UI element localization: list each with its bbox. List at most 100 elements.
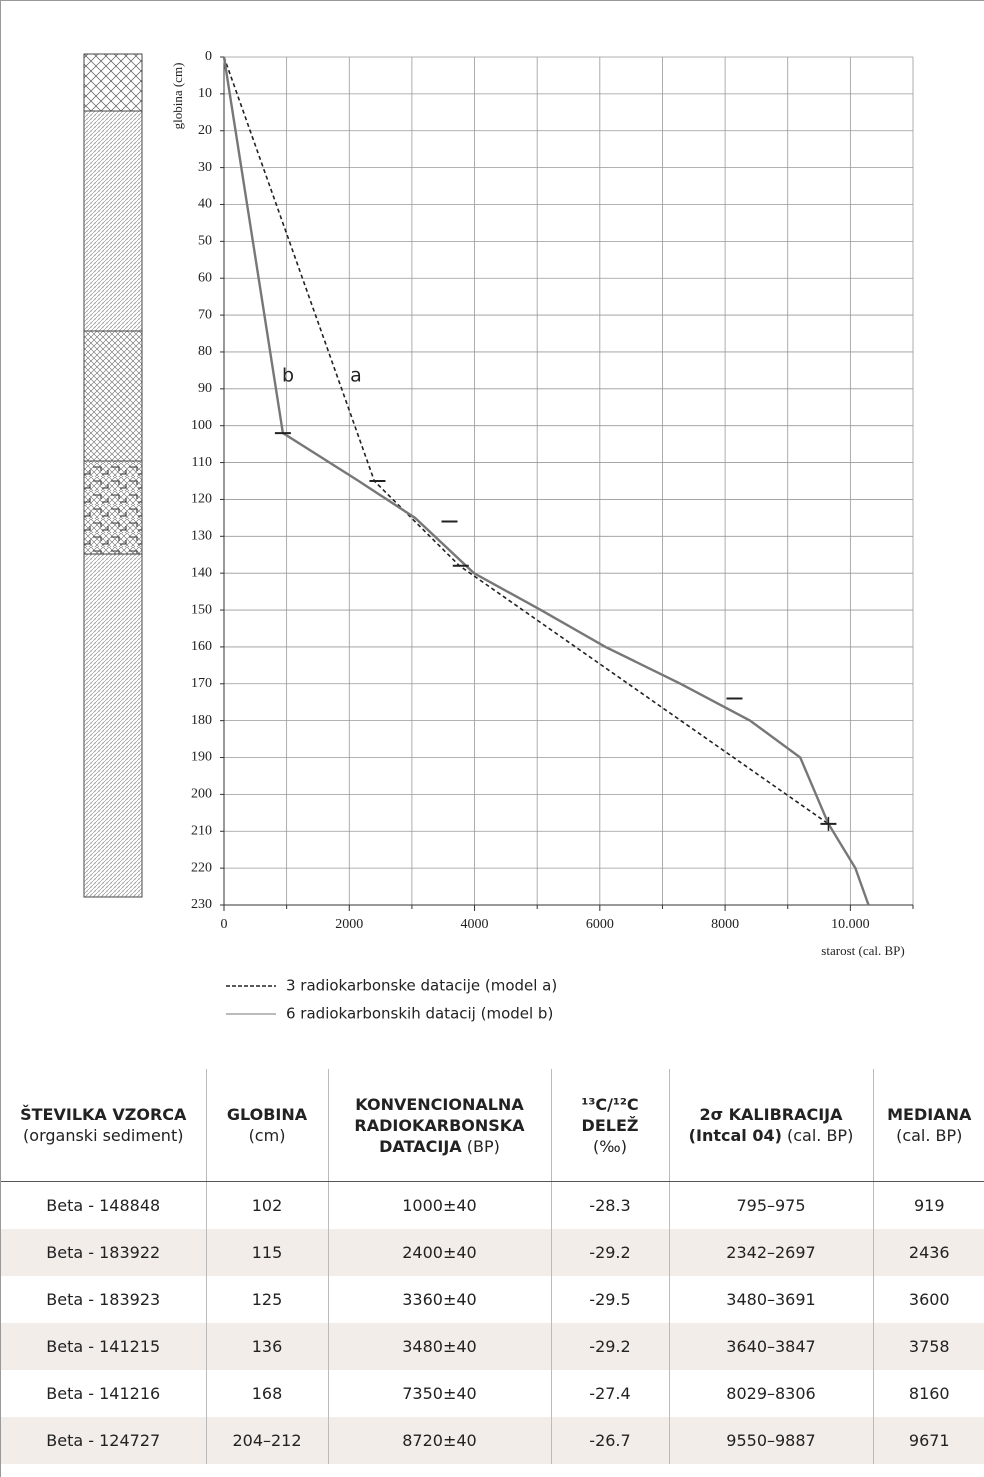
y-tick-label: 60 <box>198 270 212 285</box>
series-line <box>222 56 870 906</box>
header-bold: ŠTEVILKA VZORCA <box>20 1105 187 1124</box>
header-bold: GLOBINA <box>226 1105 308 1124</box>
x-tick-label: 0 <box>221 917 228 932</box>
chart: globina (cm) starost (cal. BP) 0 10 20 30 40… <box>83 49 914 1023</box>
table-row: Beta - 148848 102 1000±40 -28.3 795–975 919 <box>1 1181 984 1229</box>
table-row: Beta - 124727 204–212 8720±40 -26.7 9550–988… <box>1 1417 984 1464</box>
table-cell: 136 <box>205 1323 328 1370</box>
sample-marker <box>820 816 837 831</box>
table-cell: Beta - 148848 <box>46 1196 161 1215</box>
table-row: Beta - 141215 136 3480±40 -29.2 3640–3847 375… <box>1 1323 984 1370</box>
header-cell: 2σ KALIBRACIJA (Intcal 04) (cal. BP) <box>668 1069 873 1182</box>
y-tick-label: 220 <box>191 860 212 875</box>
x-tick-label: 2000 <box>335 917 363 932</box>
header-plain: (cal. BP) <box>786 1126 854 1145</box>
header-bold: 2σ KALIBRACIJA (Intcal 04) <box>688 1105 843 1145</box>
y-tick-label: 0 <box>205 49 212 64</box>
y-tick-label: 30 <box>198 160 212 175</box>
header-bold: MEDIANA <box>887 1105 972 1124</box>
table-cell: 8720±40 <box>327 1417 551 1464</box>
y-tick-label: 20 <box>198 123 212 138</box>
header-plain: (organski sediment) <box>23 1126 184 1145</box>
y-tick-label: 120 <box>191 492 212 507</box>
y-tick-label: 200 <box>191 787 212 802</box>
table-cell: 102 <box>205 1181 328 1229</box>
y-tick-label: 90 <box>198 381 212 396</box>
y-tick-label: 230 <box>191 897 212 912</box>
legend-label: 3 radiokarbonske datacije (model a) <box>286 977 557 995</box>
table-row: Beta - 183923 125 3360±40 -29.5 3480–3691 360… <box>1 1276 984 1323</box>
y-tick-label: 130 <box>191 529 212 544</box>
header-plain: (BP) <box>466 1136 500 1156</box>
y-tick-label: 40 <box>198 197 212 212</box>
table-cell: Beta - 141215 <box>1 1323 206 1370</box>
x-tick-label: 6000 <box>586 917 614 932</box>
series-line <box>223 56 829 825</box>
table-cell: 3758 <box>872 1323 984 1370</box>
table-cell: Beta - 183922 <box>1 1229 206 1276</box>
y-tick-label: 170 <box>191 676 212 691</box>
x-axis-label: starost (cal. BP) <box>821 943 904 958</box>
table-cell: 9550–9887 <box>668 1417 873 1464</box>
header-plain: (cm) <box>248 1126 286 1145</box>
y-axis-label: globina (cm) <box>170 63 185 130</box>
table-cell: 168 <box>205 1370 328 1417</box>
table-cell: -27.4 <box>550 1370 669 1417</box>
table-cell: Beta - 124727 <box>1 1417 206 1464</box>
table-row: Beta - 141216 168 7350±40 -27.4 8029–8306 816… <box>1 1370 984 1417</box>
table-cell: 115 <box>205 1229 328 1276</box>
header-bold: ¹³C/¹²C DELEŽ <box>581 1094 639 1135</box>
x-tick-label: 8000 <box>711 917 739 932</box>
y-tick-label: 140 <box>191 565 212 580</box>
y-tick-label: 80 <box>198 344 212 359</box>
table-cell: -28.3 <box>550 1181 669 1229</box>
table-cell: 204–212 <box>205 1417 328 1464</box>
header-cell: KONVENCIONALNA RADIOKARBONSKA DATACIJA (… <box>327 1069 551 1182</box>
table-cell: 2400±40 <box>327 1229 551 1276</box>
table-cell: Beta - 141216 <box>46 1384 161 1403</box>
y-tick-label: 180 <box>191 713 212 728</box>
x-tick-label: 4000 <box>461 917 489 932</box>
y-tick-label: 210 <box>191 823 212 838</box>
table-cell: 3640–3847 <box>668 1323 873 1370</box>
y-tick-label: 70 <box>198 307 212 322</box>
y-tick-label: 110 <box>192 455 212 470</box>
table-cell: 3600 <box>872 1276 984 1323</box>
x-tick-label: 10.000 <box>831 917 870 932</box>
y-tick-label: 50 <box>198 234 212 249</box>
table-cell: 125 <box>205 1276 328 1323</box>
header-bold: KONVENCIONALNA RADIOKARBONSKA DATACIJA <box>354 1094 525 1156</box>
table-cell: 2436 <box>872 1229 984 1276</box>
header-cell: ŠTEVILKA VZORCA (organski sediment) <box>1 1069 206 1182</box>
table-cell: 8029–8306 <box>668 1370 873 1417</box>
annotation: b <box>282 365 294 387</box>
table-cell: -29.5 <box>550 1276 669 1323</box>
y-tick-label: 160 <box>191 639 212 654</box>
header-cell: ¹³C/¹²C DELEŽ (‰) <box>550 1069 669 1182</box>
table-cell: 3480±40 <box>327 1323 551 1370</box>
y-tick-label: 10 <box>198 86 212 101</box>
table-cell: -29.2 <box>550 1229 669 1276</box>
legend-label: 6 radiokarbonskih datacij (model b) <box>286 1005 553 1023</box>
table-cell: 7350±40 <box>327 1370 551 1417</box>
table-cell: 9671 <box>872 1417 984 1464</box>
table-cell: 2342–2697 <box>668 1229 873 1276</box>
table-cell: 3480–3691 <box>668 1276 873 1323</box>
table-cell: 3360±40 <box>327 1276 551 1323</box>
table-cell: Beta - 183923 <box>46 1290 161 1309</box>
header-cell: MEDIANA (cal. BP) <box>872 1069 984 1182</box>
header-plain: (‰) <box>593 1136 627 1156</box>
y-tick-label: 100 <box>191 418 212 433</box>
annotation: a <box>350 365 362 387</box>
y-tick-label: 150 <box>191 602 212 617</box>
header-plain: (cal. BP) <box>896 1126 963 1145</box>
table-row: Beta - 183922 115 2400±40 -29.2 2342–2697 243… <box>1 1229 984 1276</box>
lithology-column <box>83 53 143 898</box>
header-cell: GLOBINA (cm) <box>205 1069 328 1182</box>
table-cell: -26.7 <box>550 1417 669 1464</box>
table-cell: -29.2 <box>550 1323 669 1370</box>
data-table: ŠTEVILKA VZORCA (organski sediment) GLOBI… <box>1 1069 984 1464</box>
table-cell: 795–975 <box>668 1181 873 1229</box>
table-cell: 919 <box>872 1181 984 1229</box>
